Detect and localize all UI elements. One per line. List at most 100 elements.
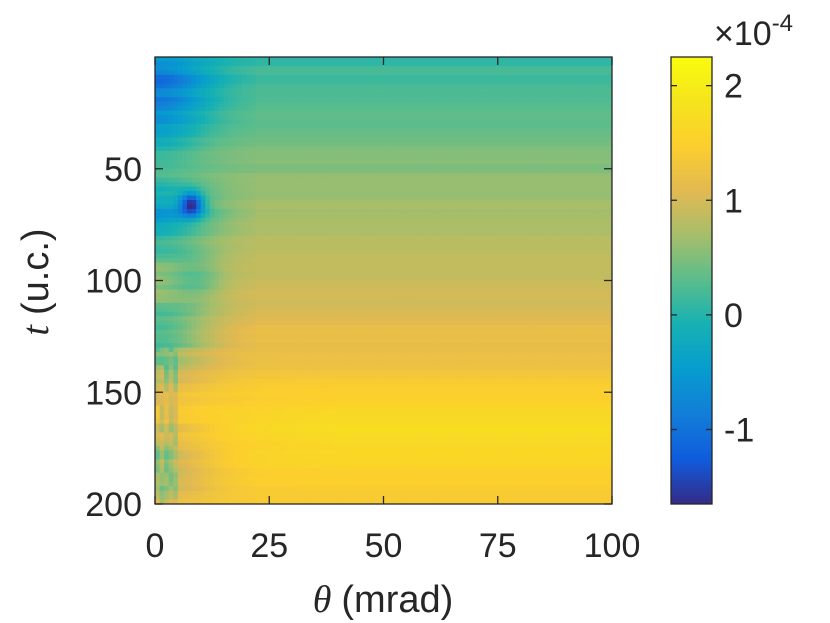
heatmap-cell	[570, 186, 577, 192]
heatmap-cell	[598, 159, 604, 165]
heatmap-cell	[250, 240, 257, 246]
heatmap-cell	[196, 195, 202, 201]
heatmap-cell	[410, 97, 417, 103]
heatmap-cell	[479, 182, 485, 188]
heatmap-cell	[228, 106, 234, 112]
heatmap-cell	[186, 213, 193, 219]
heatmap-cell	[516, 182, 522, 188]
heatmap-cell	[584, 217, 590, 223]
heatmap-cell	[401, 106, 407, 112]
heatmap-cell	[557, 168, 563, 174]
heatmap-cell	[186, 240, 193, 246]
heatmap-cell	[333, 141, 339, 147]
heatmap-cell	[164, 208, 170, 215]
heatmap-cell	[324, 244, 330, 250]
heatmap-cell	[177, 267, 184, 273]
heatmap-cell	[484, 155, 490, 161]
heatmap-cell	[452, 213, 458, 219]
heatmap-cell	[328, 79, 334, 85]
heatmap-cell	[589, 182, 595, 188]
heatmap-cell	[575, 217, 581, 223]
heatmap-cell	[534, 235, 540, 241]
heatmap-cell	[433, 150, 439, 156]
heatmap-cell	[374, 83, 380, 89]
heatmap-cell	[607, 173, 612, 179]
heatmap-cell	[241, 159, 247, 165]
heatmap-cell	[356, 159, 362, 165]
heatmap-cell	[557, 186, 563, 192]
heatmap-cell	[543, 65, 549, 72]
heatmap-cell	[223, 240, 229, 246]
heatmap-cell	[269, 253, 275, 259]
heatmap-cell	[392, 88, 398, 94]
heatmap-cell	[580, 65, 586, 72]
heatmap-cell	[420, 70, 426, 76]
heatmap-cell	[310, 65, 316, 72]
heatmap-cell	[218, 271, 225, 277]
heatmap-cell	[452, 222, 458, 228]
heatmap-cell	[346, 195, 353, 201]
heatmap-cell	[516, 204, 522, 210]
heatmap-cell	[241, 150, 247, 156]
heatmap-cell	[566, 249, 572, 255]
heatmap-cell	[397, 244, 403, 250]
heatmap-cell	[241, 249, 247, 255]
heatmap-cell	[218, 65, 225, 72]
heatmap-cell	[570, 155, 577, 161]
heatmap-cell	[543, 249, 549, 255]
heatmap-cell	[356, 106, 362, 112]
heatmap-cell	[264, 79, 270, 85]
heatmap-cell	[333, 110, 339, 116]
heatmap-cell	[401, 213, 407, 219]
heatmap-cell	[474, 222, 481, 228]
heatmap-cell	[397, 88, 403, 94]
heatmap-cell	[529, 240, 535, 246]
heatmap-cell	[191, 235, 197, 241]
heatmap-cell	[520, 83, 526, 89]
heatmap-cell	[506, 204, 513, 210]
heatmap-cell	[191, 128, 197, 134]
heatmap-cell	[607, 97, 612, 103]
heatmap-cell	[438, 267, 444, 273]
heatmap-cell	[570, 57, 577, 63]
heatmap-cell	[273, 65, 279, 72]
heatmap-cell	[246, 57, 252, 63]
heatmap-cell	[525, 262, 531, 268]
heatmap-cell	[607, 182, 612, 188]
heatmap-cell	[351, 97, 357, 103]
heatmap-cell	[516, 235, 522, 241]
heatmap-cell	[511, 150, 517, 156]
heatmap-cell	[177, 208, 184, 215]
heatmap-cell	[538, 208, 545, 215]
heatmap-cell	[296, 253, 302, 259]
heatmap-cell	[196, 267, 202, 273]
heatmap-cell	[557, 155, 563, 161]
heatmap-cell	[269, 271, 275, 277]
heatmap-cell	[516, 115, 522, 121]
heatmap-cell	[278, 217, 284, 223]
heatmap-cell	[438, 110, 444, 116]
heatmap-cell	[484, 191, 490, 197]
heatmap-cell	[493, 186, 499, 192]
heatmap-cell	[415, 97, 421, 103]
heatmap-cell	[159, 79, 165, 85]
heatmap-cell	[369, 177, 375, 183]
heatmap-cell	[529, 253, 535, 259]
heatmap-cell	[264, 155, 270, 161]
heatmap-cell	[566, 88, 572, 94]
heatmap-cell	[529, 61, 535, 67]
heatmap-cell	[502, 101, 508, 107]
heatmap-cell	[397, 164, 403, 170]
heatmap-cell	[351, 146, 357, 152]
heatmap-cell	[310, 106, 316, 112]
heatmap-cell	[420, 244, 426, 250]
heatmap-cell	[561, 146, 567, 152]
heatmap-cell	[155, 79, 161, 85]
heatmap-cell	[470, 141, 476, 147]
heatmap-cell	[415, 186, 421, 192]
heatmap-cell	[346, 137, 353, 143]
heatmap-cell	[456, 168, 462, 174]
heatmap-cell	[173, 276, 179, 282]
heatmap-cell	[260, 249, 266, 255]
heatmap-cell	[200, 128, 206, 134]
